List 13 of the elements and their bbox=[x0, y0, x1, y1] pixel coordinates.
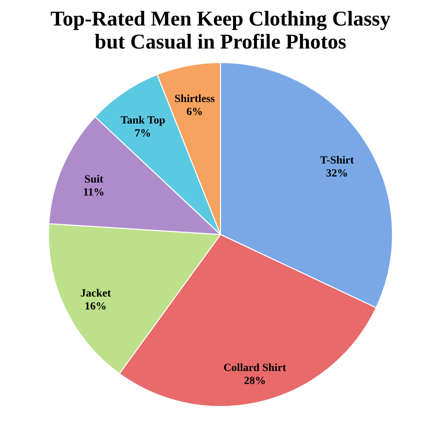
data-label: 28% bbox=[244, 375, 266, 388]
slice-label: Jacket bbox=[80, 287, 112, 300]
chart-title: Top-Rated Men Keep Clothing Classy but Casual in Profile Photos bbox=[50, 6, 391, 54]
slice-label: Shirtless bbox=[174, 92, 216, 105]
data-label: 7% bbox=[134, 127, 152, 140]
slice-label: Collard Shirt bbox=[223, 362, 286, 374]
data-label: 11% bbox=[83, 186, 105, 199]
data-label: 6% bbox=[186, 106, 203, 118]
slice-label: T-Shirt bbox=[320, 154, 354, 167]
slice-label: Suit bbox=[84, 174, 104, 186]
data-label: 16% bbox=[84, 300, 107, 312]
data-label: 32% bbox=[326, 168, 348, 180]
slice-label: Tank Top bbox=[120, 114, 166, 126]
